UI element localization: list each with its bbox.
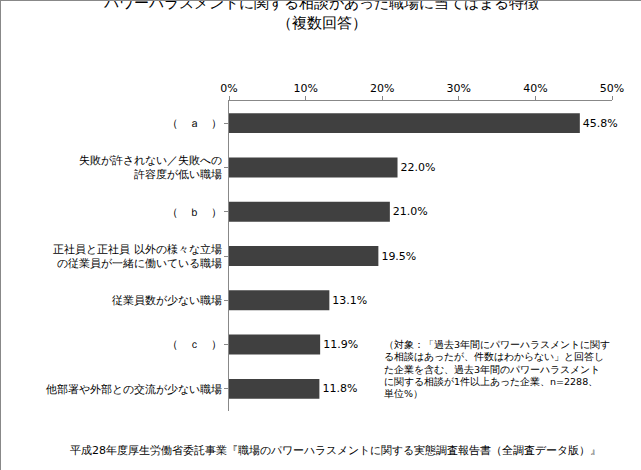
svg-text:20%: 20% — [370, 82, 394, 95]
svg-text:11.8%: 11.8% — [322, 382, 357, 395]
svg-text:40%: 40% — [523, 82, 547, 95]
svg-text:30%: 30% — [447, 82, 471, 95]
svg-text:正社員と正社員 以外の様々な立場の従業員が一緒に働いている職: 正社員と正社員 以外の様々な立場の従業員が一緒に働いている職場 — [53, 243, 222, 270]
svg-text:（対象：「過去3年間にパワーハラスメントに関する相談はあった: （対象：「過去3年間にパワーハラスメントに関する相談はあったが、件数はわからない… — [384, 339, 610, 399]
svg-text:50%: 50% — [600, 82, 624, 95]
svg-text:11.9%: 11.9% — [323, 338, 358, 351]
svg-text:（ ａ ）: （ ａ ） — [167, 117, 222, 130]
svg-text:45.8%: 45.8% — [583, 117, 618, 130]
svg-text:13.1%: 13.1% — [332, 294, 367, 307]
svg-text:19.5%: 19.5% — [381, 250, 416, 263]
svg-text:22.0%: 22.0% — [401, 161, 436, 174]
svg-text:（ ｃ ）: （ ｃ ） — [167, 338, 222, 351]
svg-text:平成28年度厚生労働省委託事業『職場のパワーハラスメントに関: 平成28年度厚生労働省委託事業『職場のパワーハラスメントに関する実態調査報告書（… — [70, 444, 601, 457]
svg-text:10%: 10% — [293, 82, 317, 95]
svg-text:従業員数が少ない職場: 従業員数が少ない職場 — [112, 294, 222, 307]
svg-text:パワーハラスメントに関する相談があった職場に当てはまる特徴（: パワーハラスメントに関する相談があった職場に当てはまる特徴（複数回答） — [103, 1, 539, 32]
svg-text:（ ｂ ）: （ ｂ ） — [167, 206, 222, 219]
svg-text:他部署や外部との交流が少ない職場: 他部署や外部との交流が少ない職場 — [46, 383, 222, 396]
svg-text:21.0%: 21.0% — [393, 205, 428, 218]
svg-text:0%: 0% — [220, 82, 237, 95]
svg-text:失敗が許されない／失敗への許容度が低い職場: 失敗が許されない／失敗への許容度が低い職場 — [79, 154, 222, 181]
